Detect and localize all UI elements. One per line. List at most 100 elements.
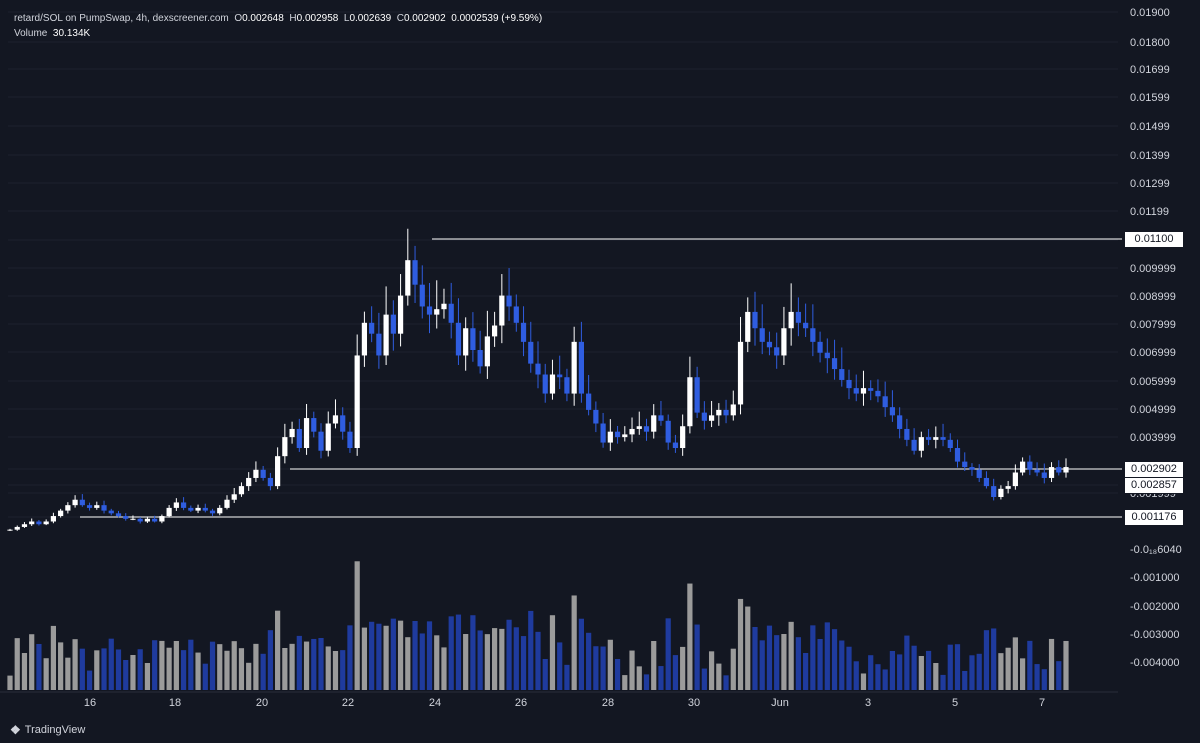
price-axis-label: 0.005999	[1130, 376, 1176, 388]
volume-bar	[607, 639, 613, 690]
volume-bar	[50, 625, 57, 690]
candle-body	[123, 516, 129, 519]
volume-bar	[448, 616, 454, 690]
volume-bar	[716, 663, 722, 690]
price-axis-label: 0.008999	[1130, 291, 1176, 303]
candle-body	[593, 409, 599, 424]
volume-bar	[925, 650, 932, 690]
candle-body	[528, 341, 534, 364]
volume-axis-label: -0.001000	[1130, 572, 1180, 584]
time-axis-label: 22	[342, 697, 354, 709]
time-axis-label: 20	[256, 697, 268, 709]
volume-bar	[376, 623, 382, 690]
candle-body	[144, 518, 151, 522]
volume-bar	[484, 634, 490, 690]
volume-bar	[94, 650, 100, 690]
volume-bar	[72, 639, 78, 690]
volume-bar	[1041, 669, 1047, 690]
candle-body	[622, 434, 628, 438]
volume-bar	[369, 621, 375, 690]
volume-bar	[998, 653, 1004, 690]
candle-body	[14, 526, 20, 530]
low-label: L	[343, 13, 350, 24]
volume-bar	[976, 653, 982, 690]
volume-bar	[311, 638, 317, 690]
volume-bar	[557, 642, 563, 690]
candle-body	[195, 507, 201, 511]
candles	[7, 228, 1069, 531]
open-value: 0.002648	[242, 13, 284, 24]
candle-body	[868, 388, 874, 391]
candle-body	[846, 379, 852, 389]
tradingview-wordmark: TradingView	[24, 724, 86, 736]
candle-body	[737, 341, 744, 405]
volume-bar	[246, 662, 252, 690]
candle-body	[361, 322, 368, 356]
candle-body	[774, 347, 780, 356]
candle-body	[470, 328, 476, 351]
candle-body	[513, 306, 519, 323]
volume-bar	[195, 652, 201, 690]
candle-body	[600, 423, 606, 443]
tradingview-logo[interactable]: ❖ TradingView	[10, 723, 85, 737]
candle-body	[940, 437, 946, 440]
price-axis-label: 0.006999	[1130, 347, 1176, 359]
volume-bar	[586, 632, 592, 690]
candle-body	[390, 314, 396, 334]
volume-bar	[672, 655, 679, 690]
volume-bar	[188, 639, 194, 690]
volume-bar	[528, 610, 534, 690]
candle-body	[188, 507, 194, 511]
price-axis-label: 0.01299	[1130, 178, 1170, 190]
volume-bar	[846, 646, 852, 690]
volume-bar	[549, 615, 556, 690]
horizontal-levels	[80, 238, 1122, 518]
close-value: 0.002902	[403, 13, 446, 24]
volume-bar	[781, 634, 787, 690]
volume-bar	[173, 641, 179, 690]
candle-body	[607, 431, 613, 443]
candle-body	[1041, 472, 1047, 478]
change-value: 0.0002539 (+9.59%)	[451, 13, 543, 24]
candle-body	[340, 415, 346, 432]
volume-bar	[260, 653, 266, 690]
candle-body	[680, 426, 686, 449]
price-axis-label: 0.004999	[1130, 404, 1176, 416]
volume-bar	[238, 648, 245, 690]
candle-body	[65, 505, 71, 511]
volume-bar	[1019, 658, 1026, 690]
candle-body	[911, 439, 917, 451]
candle-body	[217, 507, 223, 514]
time-axis-label: 24	[429, 697, 441, 709]
candle-body	[1056, 467, 1062, 473]
volume-bar	[1034, 664, 1040, 690]
candle-body	[325, 423, 331, 451]
volume-bar	[1005, 647, 1011, 690]
axes: 0.01900 0.01800 0.01699 0.01599 0.01499 0.013…	[0, 7, 1182, 709]
candle-body	[289, 428, 295, 438]
candle-body	[376, 333, 382, 356]
candle-body	[853, 388, 859, 394]
price-axis-label: 0.01900	[1130, 7, 1170, 19]
candle-body	[108, 510, 114, 514]
candle-body	[101, 505, 107, 511]
candle-body	[318, 431, 324, 451]
candle-body	[745, 311, 751, 342]
candle-body	[788, 311, 794, 329]
volume-bar	[1063, 640, 1069, 690]
candle-body	[303, 418, 310, 449]
volume-bar	[737, 598, 744, 690]
candle-body	[976, 469, 982, 478]
volume-bar	[101, 648, 107, 690]
candle-body	[173, 502, 179, 508]
candle-body	[1005, 486, 1011, 489]
volume-bar	[275, 610, 281, 690]
support-price-tag: 0.001176	[1124, 509, 1184, 526]
volume-bar	[788, 621, 794, 690]
candle-body	[962, 461, 968, 468]
volume-bar	[643, 674, 650, 690]
candle-body	[665, 420, 671, 443]
volume-bar	[405, 637, 411, 690]
candle-body	[441, 303, 447, 310]
